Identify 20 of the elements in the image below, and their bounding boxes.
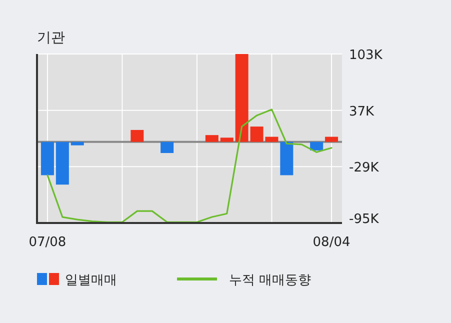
bar [280, 142, 294, 176]
x-tick-label: 07/08 [28, 235, 66, 250]
bar [56, 142, 69, 185]
bar [310, 142, 324, 150]
bar [70, 142, 84, 146]
legend-label: 누적 매매동향 [229, 273, 312, 288]
bar [325, 136, 338, 142]
y-tick-label: -95K [349, 212, 380, 227]
bar [220, 138, 234, 142]
bar [40, 142, 54, 176]
chart-title: 기관 [37, 30, 65, 46]
bar [205, 135, 218, 142]
legend-label: 일별매매 [65, 273, 117, 288]
x-tick-label: 08/04 [312, 235, 350, 250]
bar [130, 130, 144, 142]
y-tick-label: -29K [349, 160, 380, 176]
bar [160, 142, 174, 154]
y-tick-label: 37K [349, 104, 375, 120]
bar [235, 54, 248, 142]
y-tick-label: 103K [349, 48, 383, 63]
